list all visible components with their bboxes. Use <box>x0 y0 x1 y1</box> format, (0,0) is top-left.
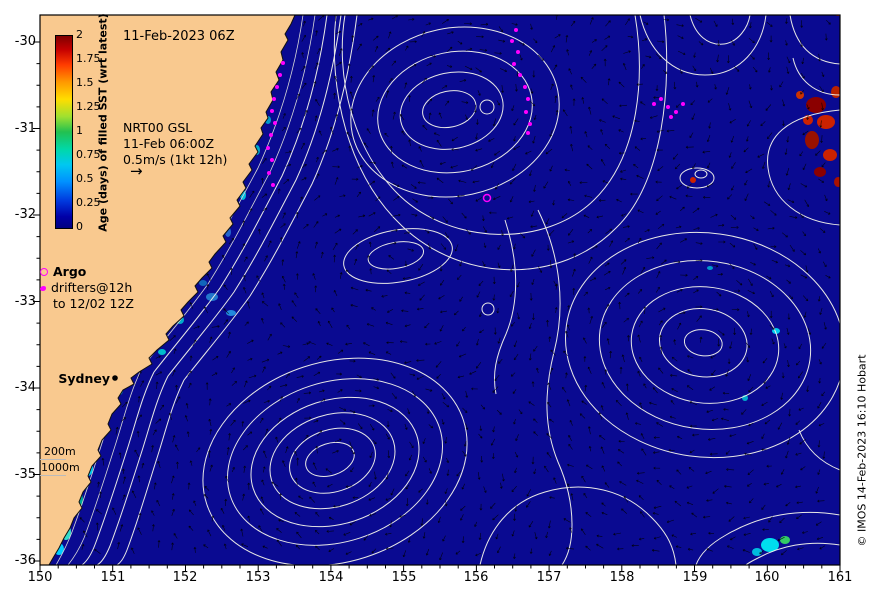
isobath-200-label: 200m <box>44 445 76 458</box>
argo-float-marker <box>482 193 492 203</box>
drifters-range: to 12/02 12Z <box>53 296 134 311</box>
argo-label: Argo <box>53 264 87 279</box>
axis-ticks <box>33 41 841 572</box>
colorbar-tick-label: 1 <box>76 124 83 137</box>
x-tick-label: 151 <box>100 570 126 585</box>
drifter-marker-icon <box>40 285 46 291</box>
map-date-label: 11-Feb-2023 06Z <box>123 29 235 44</box>
colorbar-tick-label: 1.75 <box>76 52 101 65</box>
colorbar-tick-label: 0 <box>76 220 83 233</box>
drifters-label: drifters@12h <box>51 280 133 295</box>
x-tick-label: 156 <box>463 570 489 585</box>
y-tick-label: -35 <box>14 467 36 482</box>
ssh-contours <box>81 15 840 565</box>
x-tick-label: 152 <box>172 570 198 585</box>
x-tick-label: 153 <box>245 570 271 585</box>
x-tick-label: 160 <box>754 570 780 585</box>
sydney-dot <box>112 375 118 381</box>
current-vectors <box>79 15 831 561</box>
y-tick-label: -36 <box>14 553 36 568</box>
isobath-200-line <box>40 459 66 460</box>
colorbar <box>55 35 73 229</box>
x-tick-label: 155 <box>391 570 417 585</box>
y-tick-label: -34 <box>14 380 36 395</box>
colorbar-title: Age (days) of filled SST (wrt latest) <box>96 13 110 232</box>
isobath-1000-line <box>40 475 66 476</box>
y-tick-label: -31 <box>14 121 36 136</box>
credit-text: © IMOS 14-Feb-2023 16:10 Hobart <box>855 354 869 547</box>
colorbar-tick-label: 1.25 <box>76 100 101 113</box>
vector-scale-label: 0.5m/s (1kt 12h) <box>123 152 228 167</box>
x-tick-label: 157 <box>536 570 562 585</box>
isobath-1000-label: 1000m <box>41 461 80 474</box>
x-tick-label: 150 <box>27 570 53 585</box>
x-tick-label: 161 <box>827 570 853 585</box>
x-tick-label: 159 <box>682 570 708 585</box>
model-name: NRT00 GSL <box>123 120 193 135</box>
land-mass <box>40 15 295 565</box>
colorbar-tick-label: 0.75 <box>76 148 101 161</box>
colorbar-tick-label: 0.5 <box>76 172 94 185</box>
model-info-block: NRT00 GSL 11-Feb 06:00Z 0.5m/s (1kt 12h) <box>123 120 227 168</box>
x-tick-label: 154 <box>318 570 344 585</box>
map-legend: Argo drifters@12h to 12/02 12Z <box>40 264 134 312</box>
scale-arrow-icon: → <box>130 162 143 180</box>
argo-marker-icon <box>40 268 48 276</box>
y-tick-label: -33 <box>14 294 36 309</box>
drifter-dots <box>266 28 685 187</box>
colorbar-tick-label: 1.5 <box>76 76 94 89</box>
colorbar-tick-label: 2 <box>76 28 83 41</box>
sydney-label: Sydney <box>58 371 110 386</box>
y-tick-label: -30 <box>14 34 36 49</box>
coastline <box>48 15 296 565</box>
model-time: 11-Feb 06:00Z <box>123 136 215 151</box>
x-tick-label: 158 <box>609 570 635 585</box>
colorbar-tick-label: 0.25 <box>76 196 101 209</box>
y-tick-label: -32 <box>14 207 36 222</box>
